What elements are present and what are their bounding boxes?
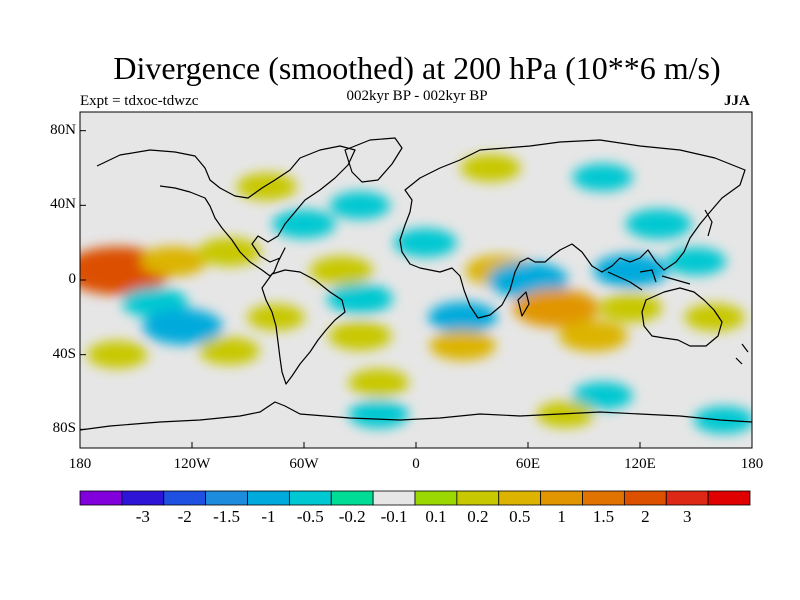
colorbar-swatch bbox=[582, 490, 625, 506]
coastline-north-america bbox=[96, 145, 356, 277]
coastline-south-america bbox=[261, 269, 346, 385]
colorbar-swatch bbox=[205, 490, 248, 506]
field-anomaly bbox=[572, 163, 633, 192]
coastline-greenland bbox=[344, 137, 403, 183]
plot-title: Divergence (smoothed) at 200 hPa (10**6 … bbox=[113, 50, 721, 86]
colorbar-swatch bbox=[665, 490, 709, 506]
coastline-eurasia-africa bbox=[399, 139, 746, 319]
x-tick-label: 0 bbox=[412, 456, 420, 472]
coastline-new-zealand bbox=[735, 343, 749, 365]
field-anomaly bbox=[309, 256, 373, 286]
field-anomaly bbox=[599, 293, 663, 323]
x-tick-label: 120E bbox=[624, 456, 656, 472]
colorbar-swatch bbox=[288, 490, 332, 506]
colorbar-label: 2 bbox=[641, 507, 650, 526]
colorbar-swatch bbox=[414, 490, 458, 506]
field-anomaly bbox=[513, 288, 599, 328]
x-tick-label: 120W bbox=[173, 456, 211, 472]
coastline-japan bbox=[704, 209, 713, 237]
y-tick-label: 80S bbox=[52, 420, 76, 437]
field-anomaly bbox=[429, 330, 496, 361]
field-anomaly bbox=[197, 237, 261, 267]
field-anomaly bbox=[329, 191, 391, 220]
colorbar-swatch bbox=[121, 490, 165, 506]
colorbar-swatch bbox=[163, 490, 207, 506]
field-anomaly bbox=[87, 340, 148, 369]
colorbar-label: 0.5 bbox=[509, 507, 531, 526]
colorbar-swatch bbox=[707, 490, 751, 506]
colorbar-label: -1.5 bbox=[213, 507, 241, 526]
y-tick-label: 40S bbox=[52, 345, 76, 362]
field-anomaly bbox=[142, 308, 223, 345]
field-anomaly bbox=[428, 301, 498, 333]
field-anomaly bbox=[328, 321, 392, 351]
colorbar-swatch bbox=[79, 490, 123, 506]
colorbar-swatch bbox=[540, 490, 583, 506]
field-anomaly bbox=[327, 283, 393, 314]
colorbar-label: -2 bbox=[177, 507, 192, 526]
colorbar-label: 3 bbox=[682, 507, 692, 526]
colorbar-label: -3 bbox=[135, 507, 150, 526]
coastline-madagascar bbox=[517, 291, 530, 317]
field-anomaly bbox=[348, 400, 409, 429]
field-anomaly bbox=[684, 303, 745, 332]
field-anomaly bbox=[140, 246, 207, 277]
field-anomaly bbox=[199, 337, 260, 365]
colorbar-label: -1 bbox=[261, 507, 276, 526]
colorbar-label: 0.1 bbox=[425, 507, 447, 526]
field-anomaly bbox=[558, 320, 628, 352]
field-anomaly bbox=[536, 401, 595, 428]
coastline-antarctica bbox=[80, 401, 752, 431]
x-tick-label: 60W bbox=[289, 456, 319, 472]
coastlines bbox=[80, 137, 752, 431]
colorbar-label: -0.1 bbox=[380, 507, 408, 526]
colorbar-swatch bbox=[498, 490, 542, 506]
field-anomaly bbox=[393, 228, 457, 258]
field-anomaly bbox=[236, 172, 297, 201]
field-anomaly bbox=[593, 253, 668, 288]
x-tick-label: 180 bbox=[68, 456, 92, 472]
colorbar-label: 0.2 bbox=[467, 507, 489, 526]
season-label: JJA bbox=[724, 93, 750, 109]
field-anomaly bbox=[460, 154, 521, 182]
x-tick-label: 180 bbox=[740, 456, 764, 472]
field-anomaly bbox=[272, 209, 336, 239]
axis-ticks bbox=[79, 130, 753, 448]
colorbar-swatch bbox=[330, 490, 374, 506]
colorbar-label: 1.5 bbox=[592, 507, 615, 526]
plot-subtitle: 002kyr BP - 002kyr BP bbox=[346, 88, 488, 104]
colorbar bbox=[79, 490, 751, 506]
y-tick-label: 40N bbox=[50, 196, 76, 213]
divergence-field bbox=[80, 154, 752, 434]
colorbar-swatch bbox=[372, 490, 416, 506]
experiment-label: Expt = tdxoc-tdwzc bbox=[80, 93, 199, 109]
field-anomaly bbox=[572, 381, 633, 410]
field-anomaly bbox=[488, 262, 568, 298]
coastline-australia bbox=[641, 287, 723, 347]
colorbar-swatch bbox=[247, 490, 290, 506]
colorbar-label: 1 bbox=[557, 507, 566, 526]
field-anomaly bbox=[665, 247, 727, 276]
colorbar-label: -0.5 bbox=[296, 507, 324, 526]
colorbar-swatch bbox=[456, 490, 500, 506]
coastline-indonesia bbox=[607, 269, 691, 291]
x-tick-label: 60E bbox=[515, 456, 541, 472]
colorbar-swatch bbox=[623, 490, 667, 506]
field-anomaly bbox=[348, 368, 409, 397]
y-tick-label: 0 bbox=[68, 271, 77, 287]
colorbar-label: -0.2 bbox=[338, 507, 366, 526]
field-anomaly bbox=[625, 209, 692, 239]
field-anomaly bbox=[247, 304, 305, 331]
y-tick-label: 80N bbox=[50, 121, 76, 138]
